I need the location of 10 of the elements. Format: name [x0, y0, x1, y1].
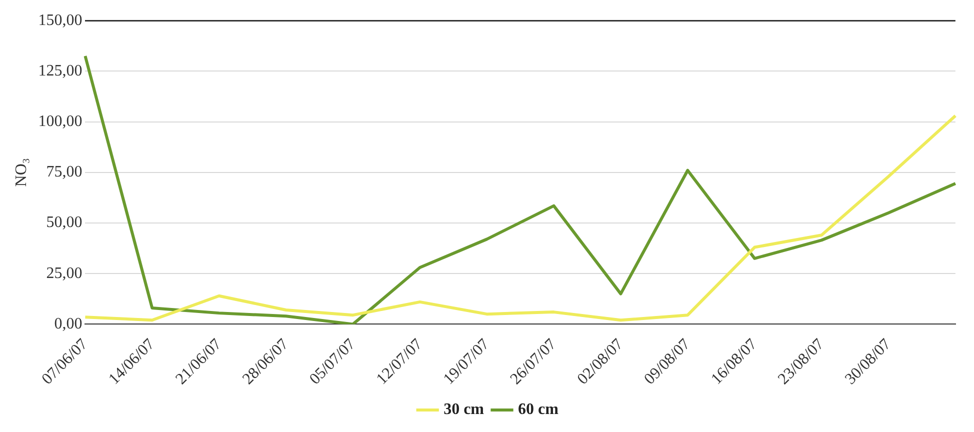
y-tick-label: 100,00	[38, 113, 82, 130]
legend-label: 60 cm	[518, 401, 560, 418]
y-tick-label: 25,00	[46, 264, 82, 282]
y-tick-label: 75,00	[46, 164, 82, 181]
y-axis-title: NO₃	[12, 158, 30, 187]
y-tick-label: 125,00	[38, 62, 82, 80]
y-tick-label: 50,00	[46, 214, 82, 232]
y-tick-label: 150,00	[38, 12, 82, 29]
legend-label: 30 cm	[444, 401, 485, 418]
y-tick-label: 0,00	[54, 315, 82, 332]
